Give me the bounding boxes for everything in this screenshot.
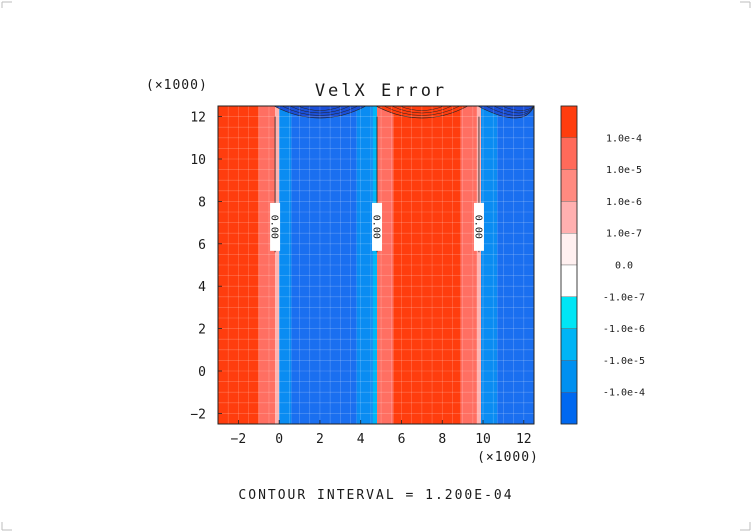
top-boundary-contour-0-3 [297, 105, 343, 111]
x-axis-ticks: −2 0 2 4 6 8 10 12 [231, 420, 532, 447]
y-tick-label: 0 [198, 365, 206, 380]
contour-band-5 [356, 106, 373, 424]
colorbar-label-3: 1.0e-7 [606, 229, 642, 240]
contour-band-11 [480, 106, 498, 424]
y-tick-label: 2 [198, 323, 206, 338]
crop-mark-top-right [740, 1, 751, 8]
y-tick-label: 12 [190, 111, 206, 126]
zero-contour-label-bg-0 [270, 202, 281, 251]
contour-band-7 [377, 106, 394, 424]
top-boundary-contour-1-3 [399, 105, 444, 111]
zero-contour-label-1: 0.00 [371, 215, 382, 239]
colorbar-label-6: -1.0e-6 [603, 324, 645, 335]
colorbar-label-2: 1.0e-6 [606, 197, 642, 208]
plot-frame [217, 105, 535, 425]
colorbar-frame [560, 105, 578, 425]
contour-interval-footer: CONTOUR INTERVAL = 1.200E-04 [238, 488, 513, 503]
crop-mark-bottom-left [1, 522, 12, 531]
colorbar-label-4: 0.0 [615, 261, 633, 272]
chart-title: VelX Error [315, 81, 447, 101]
top-boundary-contour-0-2 [289, 105, 351, 114]
x-axis-multiplier: (×1000) [477, 450, 539, 465]
top-boundary-contour-2-2 [493, 105, 535, 114]
colorbar-label-0: 1.0e-4 [606, 133, 642, 144]
top-boundary-contour-2-1 [485, 105, 535, 116]
colorbar-swatch-9 [560, 392, 578, 425]
x-tick-label: 0 [275, 432, 283, 447]
colorbar-swatch-5 [560, 264, 578, 297]
contour-fill [218, 105, 535, 424]
colorbar-label-5: -1.0e-7 [603, 292, 645, 303]
zero-contour-label-bg-2 [473, 202, 484, 251]
x-tick-label: 12 [516, 432, 532, 447]
colorbar-label-1: 1.0e-5 [606, 165, 642, 176]
top-boundary-contour-2-3 [501, 105, 535, 111]
colorbar-swatch-2 [560, 169, 578, 202]
contour-band-4 [291, 106, 357, 424]
colorbar-swatch-6 [560, 296, 578, 329]
zero-contour-label-0: 0.00 [269, 215, 280, 239]
colorbar-swatch-4 [560, 232, 578, 266]
colorbar-swatch-8 [560, 360, 578, 393]
colorbar-swatch-1 [560, 137, 578, 170]
contour-band-6 [372, 106, 378, 424]
zero-contour-label-2: 0.00 [472, 215, 483, 239]
contour-band-9 [460, 106, 477, 424]
y-axis-ticks: −2 0 2 4 6 8 10 12 [190, 111, 222, 422]
contour-band-1 [258, 106, 276, 424]
y-axis-multiplier: (×1000) [146, 78, 208, 93]
x-tick-label: 2 [316, 432, 324, 447]
colorbar: 1.0e-4 1.0e-5 1.0e-6 1.0e-7 0.0 -1.0e-7 -1.0e-… [560, 105, 645, 425]
x-tick-label: 8 [438, 432, 446, 447]
x-tick-label: 10 [475, 432, 491, 447]
y-tick-label: 4 [198, 280, 206, 295]
contour-band-0 [218, 106, 259, 424]
colorbar-swatch-0 [560, 105, 578, 138]
top-boundary-contour-1-1 [383, 105, 460, 116]
contour-band-10 [476, 106, 481, 424]
y-tick-label: 10 [190, 153, 206, 168]
y-tick-label: 6 [198, 238, 206, 253]
top-boundary-contour-1-2 [391, 105, 452, 114]
contour-band-2 [275, 106, 280, 424]
colorbar-label-8: -1.0e-4 [603, 388, 645, 399]
x-tick-label: 6 [398, 432, 406, 447]
top-boundary-contour-0-1 [281, 105, 359, 116]
contour-band-8 [393, 106, 461, 424]
y-tick-label: −2 [190, 407, 206, 422]
x-tick-label: −2 [231, 432, 247, 447]
crop-mark-top-left [1, 1, 12, 8]
zero-contours: 0.00 0.00 0.00 [269, 116, 484, 253]
contour-band-3 [279, 106, 292, 424]
x-tick-label: 4 [357, 432, 365, 447]
colorbar-label-7: -1.0e-5 [603, 356, 645, 367]
crop-mark-bottom-right [740, 522, 751, 531]
zero-contour-label-bg-1 [372, 202, 383, 251]
colorbar-swatch-7 [560, 328, 578, 361]
colorbar-swatch-3 [560, 201, 578, 234]
contour-band-12 [497, 106, 534, 424]
y-tick-label: 8 [198, 195, 206, 210]
